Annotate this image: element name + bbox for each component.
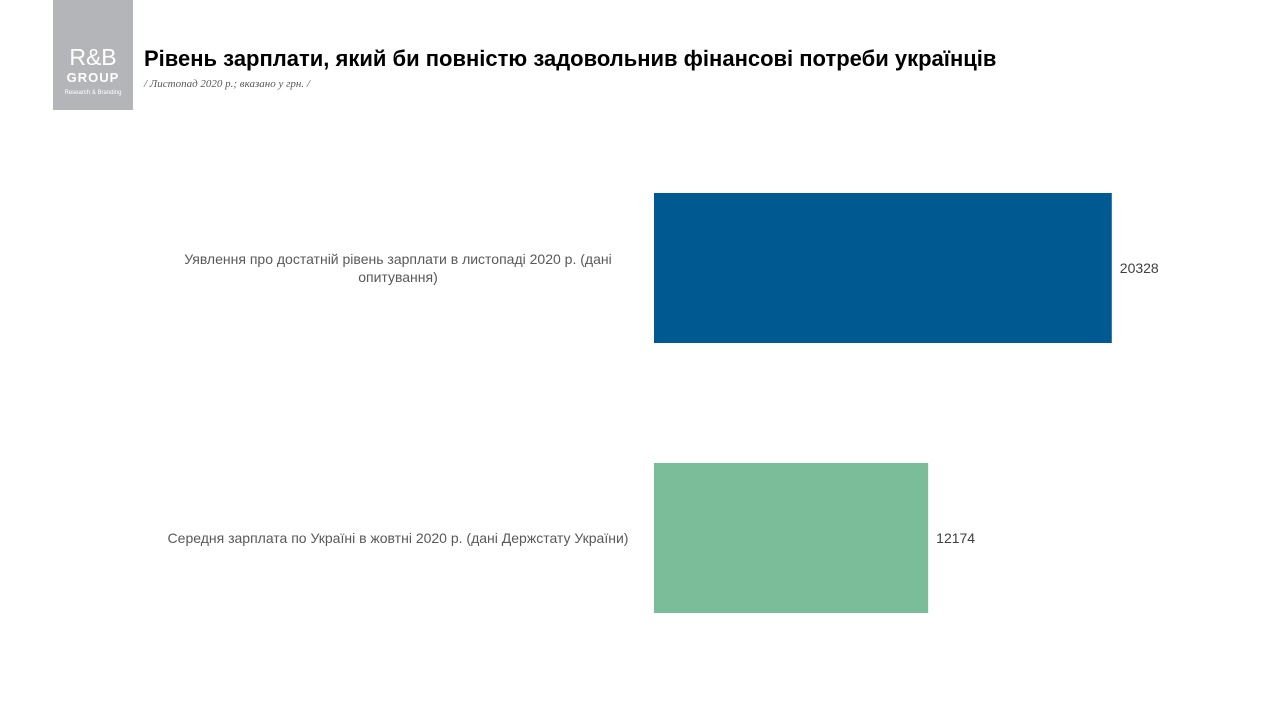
- logo-group-text: GROUP: [66, 70, 120, 85]
- logo-tagline: Research & Branding: [64, 90, 122, 96]
- logo-main-text: R&B: [69, 44, 117, 70]
- category-label-1-line-2: опитування): [358, 269, 438, 285]
- bar-2: [654, 463, 929, 613]
- data-label-1: 20328: [1120, 260, 1159, 276]
- data-label-2: 12174: [936, 530, 975, 546]
- logo: R&B GROUP Research & Branding: [53, 0, 133, 110]
- chart-title: Рівень зарплати, який би повністю задово…: [144, 46, 997, 71]
- category-label-2-line-1: Середня зарплата по Україні в жовтні 202…: [168, 530, 629, 546]
- bar-1: [654, 193, 1112, 343]
- category-label-1-line-1: Уявлення про достатній рівень зарплати в…: [184, 251, 611, 267]
- chart-subtitle: / Листопад 2020 р.; вказано у грн. /: [144, 78, 310, 90]
